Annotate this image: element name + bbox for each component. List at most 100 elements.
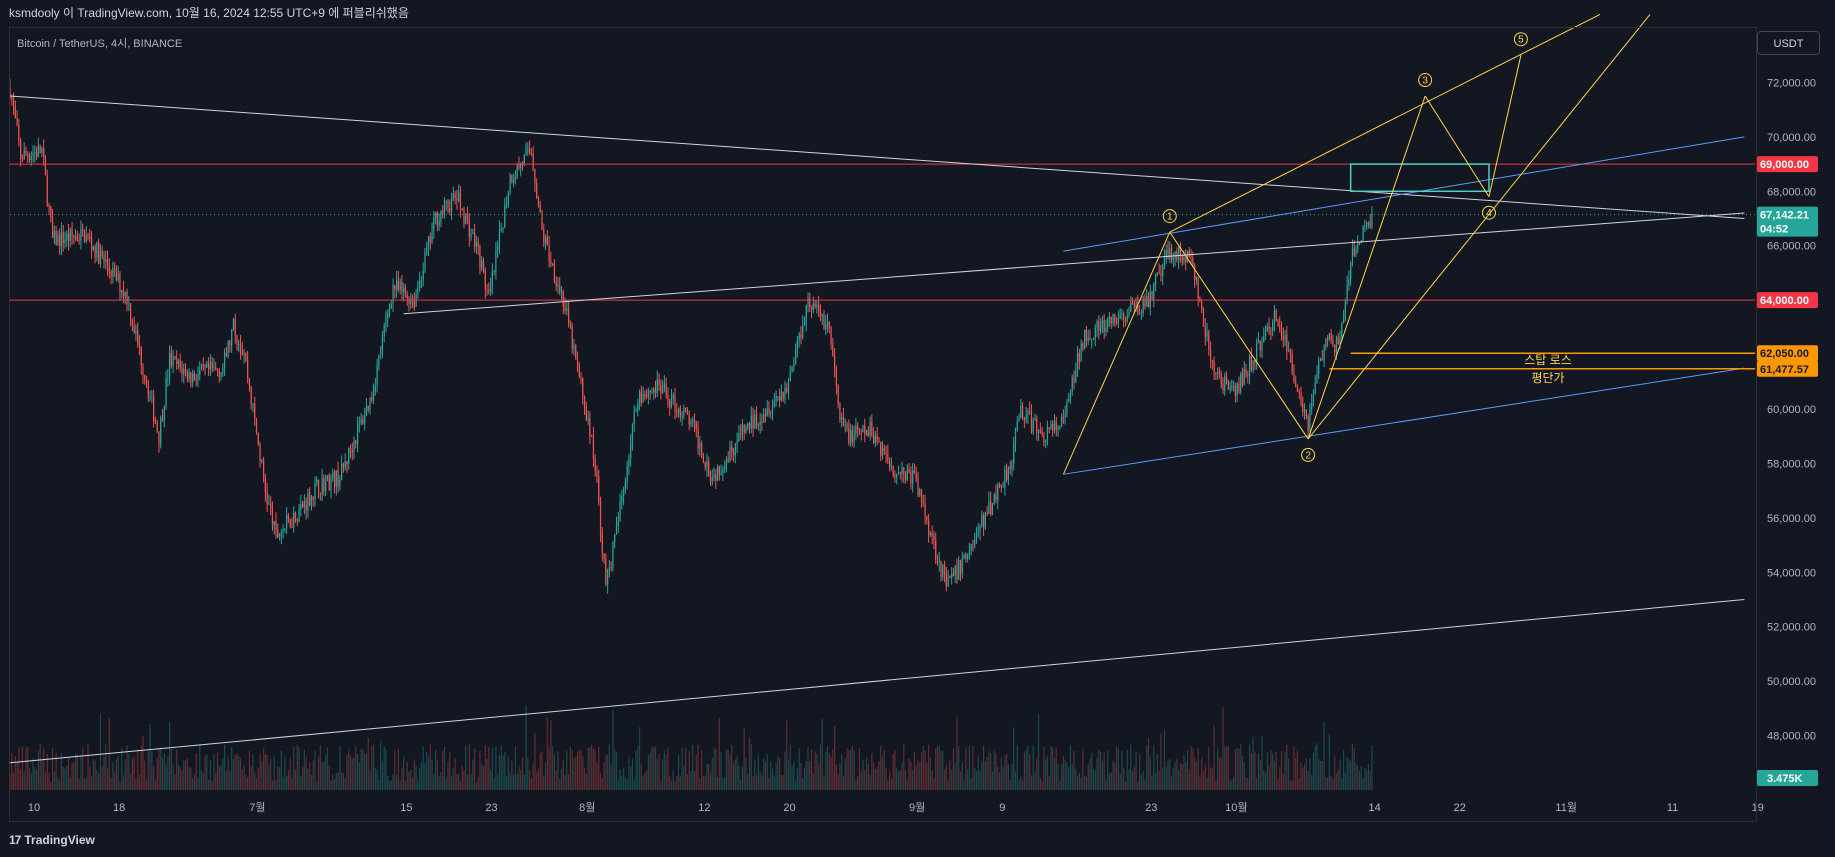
candle-body: [755, 414, 758, 426]
volume-bar: [896, 767, 898, 790]
candle-body: [553, 263, 556, 282]
volume-bar: [706, 763, 708, 790]
volume-bar: [977, 755, 979, 790]
candle-body: [1296, 386, 1299, 392]
candle-body: [252, 403, 254, 405]
candle-body: [1050, 423, 1052, 428]
volume-bar: [779, 758, 781, 790]
volume-bar: [73, 762, 75, 790]
volume-bar: [11, 753, 13, 790]
candle-body: [507, 192, 509, 205]
candle-body: [1000, 486, 1002, 488]
candle-body: [1371, 213, 1373, 228]
candle-body: [1227, 380, 1229, 390]
candle-body: [530, 153, 532, 155]
candle-body: [110, 271, 112, 277]
volume-bar: [1193, 757, 1196, 790]
candle-body: [474, 232, 476, 247]
volume-bar: [830, 757, 832, 790]
candle-body: [477, 241, 479, 247]
y-tick-label: 50,000.00: [1767, 676, 1816, 688]
volume-bar: [612, 710, 614, 790]
candle-body: [369, 397, 371, 411]
volume-bar: [741, 766, 744, 790]
volume-bar: [1084, 775, 1086, 790]
volume-bar: [12, 772, 15, 790]
volume-bar: [215, 772, 217, 790]
volume-bar: [211, 781, 213, 790]
volume-bar: [202, 772, 204, 790]
candle-body: [186, 370, 188, 380]
candle-body: [922, 502, 924, 504]
candle-body: [942, 564, 944, 577]
candle-body: [184, 368, 187, 371]
volume-bar: [74, 753, 77, 790]
volume-bar: [972, 745, 974, 790]
volume-bar: [44, 772, 47, 790]
candle-body: [325, 480, 327, 492]
candle-body: [683, 408, 685, 417]
volume-bar: [488, 747, 490, 790]
volume-bar: [1268, 766, 1270, 790]
candle-body: [793, 363, 795, 367]
volume-bar: [667, 747, 669, 790]
candle-body: [1178, 247, 1180, 261]
volume-bar: [83, 778, 86, 790]
candle-body: [105, 259, 107, 262]
candle-body: [206, 363, 208, 368]
candle-body: [470, 233, 472, 238]
volume-bar: [14, 756, 16, 790]
candle-body: [1213, 360, 1215, 373]
volume-bar: [53, 771, 55, 790]
volume-bar: [1289, 780, 1291, 790]
volume-bar: [1222, 707, 1224, 790]
volume-bar: [261, 761, 263, 790]
volume-bar: [204, 756, 206, 790]
volume-bar: [197, 777, 199, 790]
volume-bar: [309, 762, 311, 790]
volume-bar: [181, 770, 183, 790]
candle-body: [1121, 313, 1123, 315]
candle-body: [582, 378, 584, 397]
volume-bar: [601, 777, 603, 790]
volume-bar: [390, 780, 392, 790]
candle-body: [1268, 326, 1270, 331]
candle-body: [959, 560, 962, 574]
candle-body: [1101, 320, 1104, 327]
tradingview-logo[interactable]: 17 TradingView: [9, 833, 95, 847]
candle-body: [1131, 303, 1134, 305]
volume-bar: [183, 760, 185, 790]
volume-bar: [1046, 755, 1049, 790]
candle-body: [106, 259, 109, 267]
candle-body: [848, 428, 850, 444]
currency-button[interactable]: USDT: [1757, 31, 1820, 55]
volume-bar: [417, 780, 419, 790]
candle-body: [951, 573, 953, 579]
candle-body: [1108, 316, 1111, 319]
candle-body: [1233, 386, 1235, 388]
candle-body: [489, 285, 492, 293]
candle-body: [977, 531, 979, 533]
volume-bar: [87, 744, 89, 790]
volume-bar: [1087, 764, 1089, 790]
volume-bar: [1055, 747, 1057, 790]
candle-body: [174, 356, 176, 358]
candle-body: [1272, 323, 1274, 331]
volume-bar: [1107, 751, 1109, 790]
candle-body: [1112, 313, 1114, 324]
volume-bar: [154, 779, 157, 790]
candle-body: [35, 152, 38, 157]
volume-bar: [376, 769, 378, 790]
volume-bar: [234, 755, 236, 790]
candle-body: [1337, 337, 1339, 345]
wave-label-circle: [1301, 447, 1316, 462]
volume-bar: [167, 756, 169, 790]
candle-body: [956, 565, 958, 580]
volume-bar: [986, 756, 988, 790]
volume-bar: [553, 754, 556, 790]
volume-bar: [818, 763, 820, 790]
volume-bar: [958, 746, 960, 790]
candle-body: [1046, 427, 1049, 442]
candle-body: [560, 292, 563, 294]
